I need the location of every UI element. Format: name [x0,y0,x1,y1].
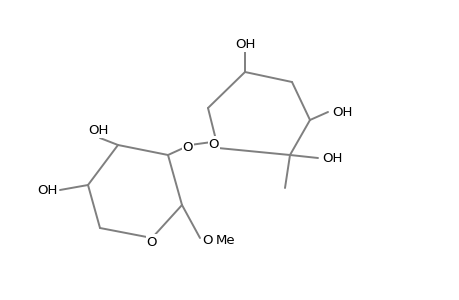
Text: OH: OH [88,124,108,136]
Text: O: O [208,137,219,151]
Text: OH: OH [234,38,255,50]
Text: OH: OH [321,152,341,164]
Text: Me: Me [216,233,235,247]
Text: OH: OH [38,184,58,196]
Text: OH: OH [331,106,352,118]
Text: O: O [182,140,193,154]
Text: O: O [202,233,212,247]
Text: O: O [146,236,157,248]
